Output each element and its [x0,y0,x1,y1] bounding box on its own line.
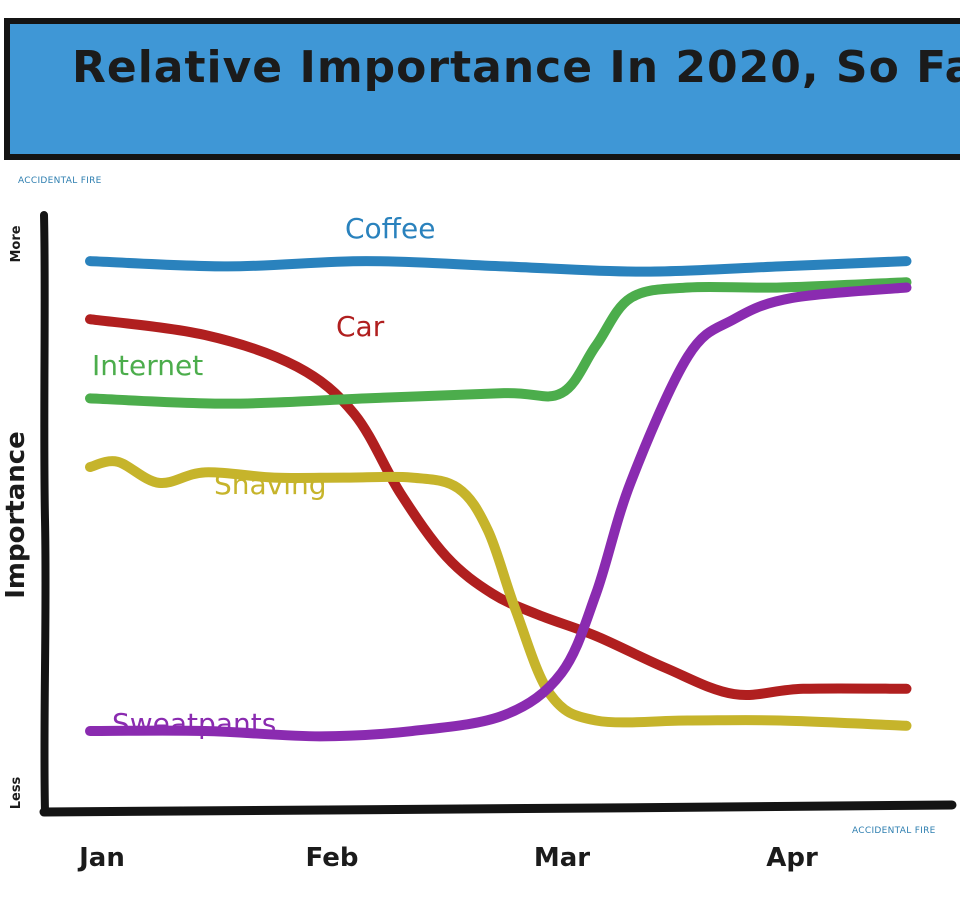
y-axis-top-label: More [9,225,24,262]
series-line-coffee [85,256,912,277]
series-label-internet: Internet [92,349,203,382]
chart-title: Relative Importance In 2020, So Far [72,42,960,93]
y-axis-title: Importance [1,431,31,599]
credit-bottom: ACCIDENTAL FIRE [852,826,936,836]
x-tick-labels: Jan Feb Mar Apr [77,843,818,873]
series-line-car [85,314,912,700]
credit-top: ACCIDENTAL FIRE [18,176,102,186]
y-axis-line [40,211,50,816]
series-layer [85,256,912,742]
x-tick-label-feb: Feb [306,843,359,873]
x-tick-label-apr: Apr [766,843,818,873]
series-label-sweatpants: Sweatpants [112,707,276,740]
title-banner [4,18,960,160]
series-label-shaving: Shaving [214,468,327,501]
series-line-sweatpants [85,282,912,742]
series-label-coffee: Coffee [345,212,435,245]
series-labels: Coffee Car Internet Shaving Sweatpants [92,212,435,740]
y-axis-bottom-label: Less [9,776,24,809]
series-line-internet [85,277,912,409]
x-tick-label-jan: Jan [77,843,125,873]
series-line-shaving [85,456,912,731]
chart-axes [39,211,957,817]
x-axis-line [39,800,957,817]
x-tick-label-mar: Mar [534,843,590,873]
series-label-car: Car [336,310,385,343]
